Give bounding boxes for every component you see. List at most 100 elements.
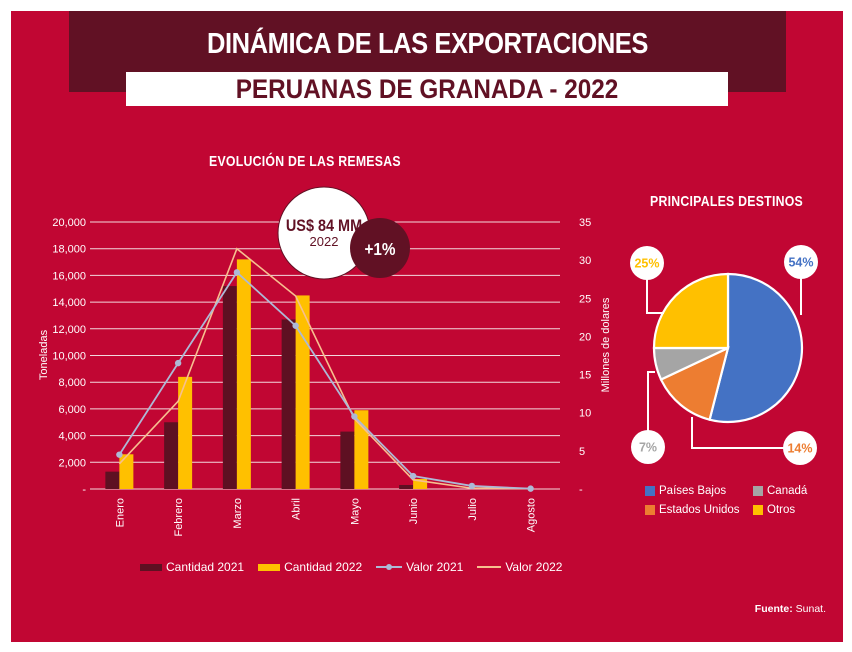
y-tick-label: 4,000 (58, 431, 86, 443)
legend-item-canada: Canadá (753, 485, 833, 497)
pie-chart-title: PRINCIPALES DESTINOS (650, 193, 804, 210)
y2-tick-label: 5 (579, 446, 585, 458)
legend-item-valor-2022: Valor 2022 (477, 560, 562, 574)
source-label: Fuente: (754, 603, 793, 615)
pie-slice-otros (652, 272, 730, 350)
y-tick-label: 8,000 (58, 377, 86, 389)
y-tick-label: 12,000 (52, 324, 86, 336)
legend-item-cantidad-2022: Cantidad 2022 (258, 560, 362, 574)
y-tick-label: - (82, 484, 86, 496)
change-value: +1% (364, 239, 395, 259)
point-valor-2021 (116, 451, 123, 458)
legend-swatch (258, 563, 281, 571)
y2-tick-label: 20 (579, 331, 591, 343)
x-tick-label: Julio (467, 498, 479, 521)
legend-label: Países Bajos (659, 484, 727, 497)
bar-cantidad-2021 (164, 422, 179, 489)
bar-chart-title: EVOLUCIÓN DE LAS REMESAS (209, 153, 401, 170)
y-tick-label: 18,000 (52, 244, 86, 256)
subtitle-box (126, 72, 728, 106)
callout-bubble (630, 246, 664, 280)
change-badge (350, 218, 410, 278)
legend-swatch (140, 563, 162, 571)
y2-tick-label: 25 (579, 293, 591, 305)
y2-tick-label: 10 (579, 408, 591, 420)
bar-cantidad-2022 (413, 478, 428, 489)
bar-cantidad-2021 (399, 484, 414, 489)
source-note: Fuente: Sunat. (755, 603, 826, 615)
y-tick-label: 16,000 (52, 270, 86, 282)
pie-data-label: 7% (639, 441, 657, 455)
legend-item-valor-2021: Valor 2021 (376, 560, 463, 574)
main-subtitle: PERUANAS DE GRANADA - 2022 (235, 74, 619, 104)
bar-cantidad-2022 (178, 376, 193, 489)
legend-swatch (753, 485, 763, 496)
y-tick-label: 10,000 (52, 351, 86, 363)
point-valor-2021 (468, 482, 476, 490)
legend-line-marker-icon (376, 564, 403, 570)
x-tick-label: Mayo (349, 498, 361, 525)
y2-tick-label: 15 (579, 370, 591, 382)
bar-cantidad-2021 (105, 471, 120, 489)
point-valor-2021 (527, 485, 534, 492)
bar-cantidad-2022 (295, 295, 310, 489)
point-valor-2021 (174, 359, 182, 367)
x-tick-label: Enero (114, 498, 126, 527)
point-valor-2021 (233, 269, 241, 276)
pie-slice-estados-unidos (659, 346, 730, 422)
y2-axis-title: Millones de dolares (600, 297, 612, 392)
pie-data-label: 54% (788, 256, 813, 270)
total-value-year: 2022 (310, 234, 339, 249)
legend-label: Valor 2022 (505, 560, 563, 574)
x-tick-label: Junio (408, 498, 420, 524)
callout-bubble (783, 431, 817, 465)
pie-data-label: 25% (634, 257, 659, 271)
x-tick-label: Marzo (232, 498, 244, 529)
legend-label: Cantidad 2021 (166, 560, 245, 574)
legend-label: Canadá (767, 484, 808, 497)
pie-chart-legend: Países Bajos Canadá Estados Unidos Otros (645, 481, 833, 519)
source-value: Sunat. (795, 603, 826, 615)
y-tick-label: 20,000 (52, 217, 86, 229)
point-valor-2021 (351, 413, 358, 420)
x-tick-label: Agosto (526, 498, 538, 532)
total-value-amount: US$ 84 MM (286, 217, 362, 235)
legend-item-paises-bajos: Países Bajos (645, 485, 753, 497)
x-tick-label: Febrero (173, 498, 185, 537)
main-title: DINÁMICA DE LAS EXPORTACIONES (207, 28, 648, 60)
line-valor-2022 (118, 247, 531, 490)
callout-bubble (784, 245, 818, 279)
legend-label: Otros (767, 503, 796, 516)
pie-data-label: 14% (787, 442, 812, 456)
y-tick-label: 14,000 (52, 297, 86, 309)
legend-label: Estados Unidos (659, 503, 740, 516)
legend-swatch (645, 504, 655, 515)
x-tick-label: Abril (291, 498, 303, 520)
bar-cantidad-2021 (222, 286, 237, 489)
bar-cantidad-2022 (236, 259, 251, 489)
legend-line-icon (477, 566, 502, 568)
callout-leader-line (691, 417, 800, 449)
bar-cantidad-2022 (119, 454, 134, 489)
bar-chart-legend: Cantidad 2021 Cantidad 2022 Valor 2021 V… (140, 560, 576, 574)
y2-tick-label: 35 (579, 217, 591, 229)
legend-swatch (645, 485, 655, 496)
legend-label: Valor 2021 (406, 560, 464, 574)
y-tick-label: 6,000 (58, 404, 86, 416)
callout-bubble (631, 430, 665, 464)
legend-label: Cantidad 2022 (284, 560, 363, 574)
y-axis-title: Toneladas (38, 329, 50, 380)
legend-swatch (753, 504, 763, 515)
point-valor-2021 (409, 472, 417, 480)
legend-item-otros: Otros (753, 504, 833, 516)
legend-item-cantidad-2021: Cantidad 2021 (140, 560, 244, 574)
y2-tick-label: - (579, 484, 583, 496)
y-tick-label: 2,000 (58, 457, 86, 469)
bar-cantidad-2021 (340, 431, 355, 489)
callout-leader-line (800, 262, 802, 315)
y2-tick-label: 30 (579, 255, 591, 267)
point-valor-2021 (292, 322, 299, 329)
line-valor-2021 (118, 270, 531, 490)
bar-cantidad-2021 (281, 319, 296, 489)
